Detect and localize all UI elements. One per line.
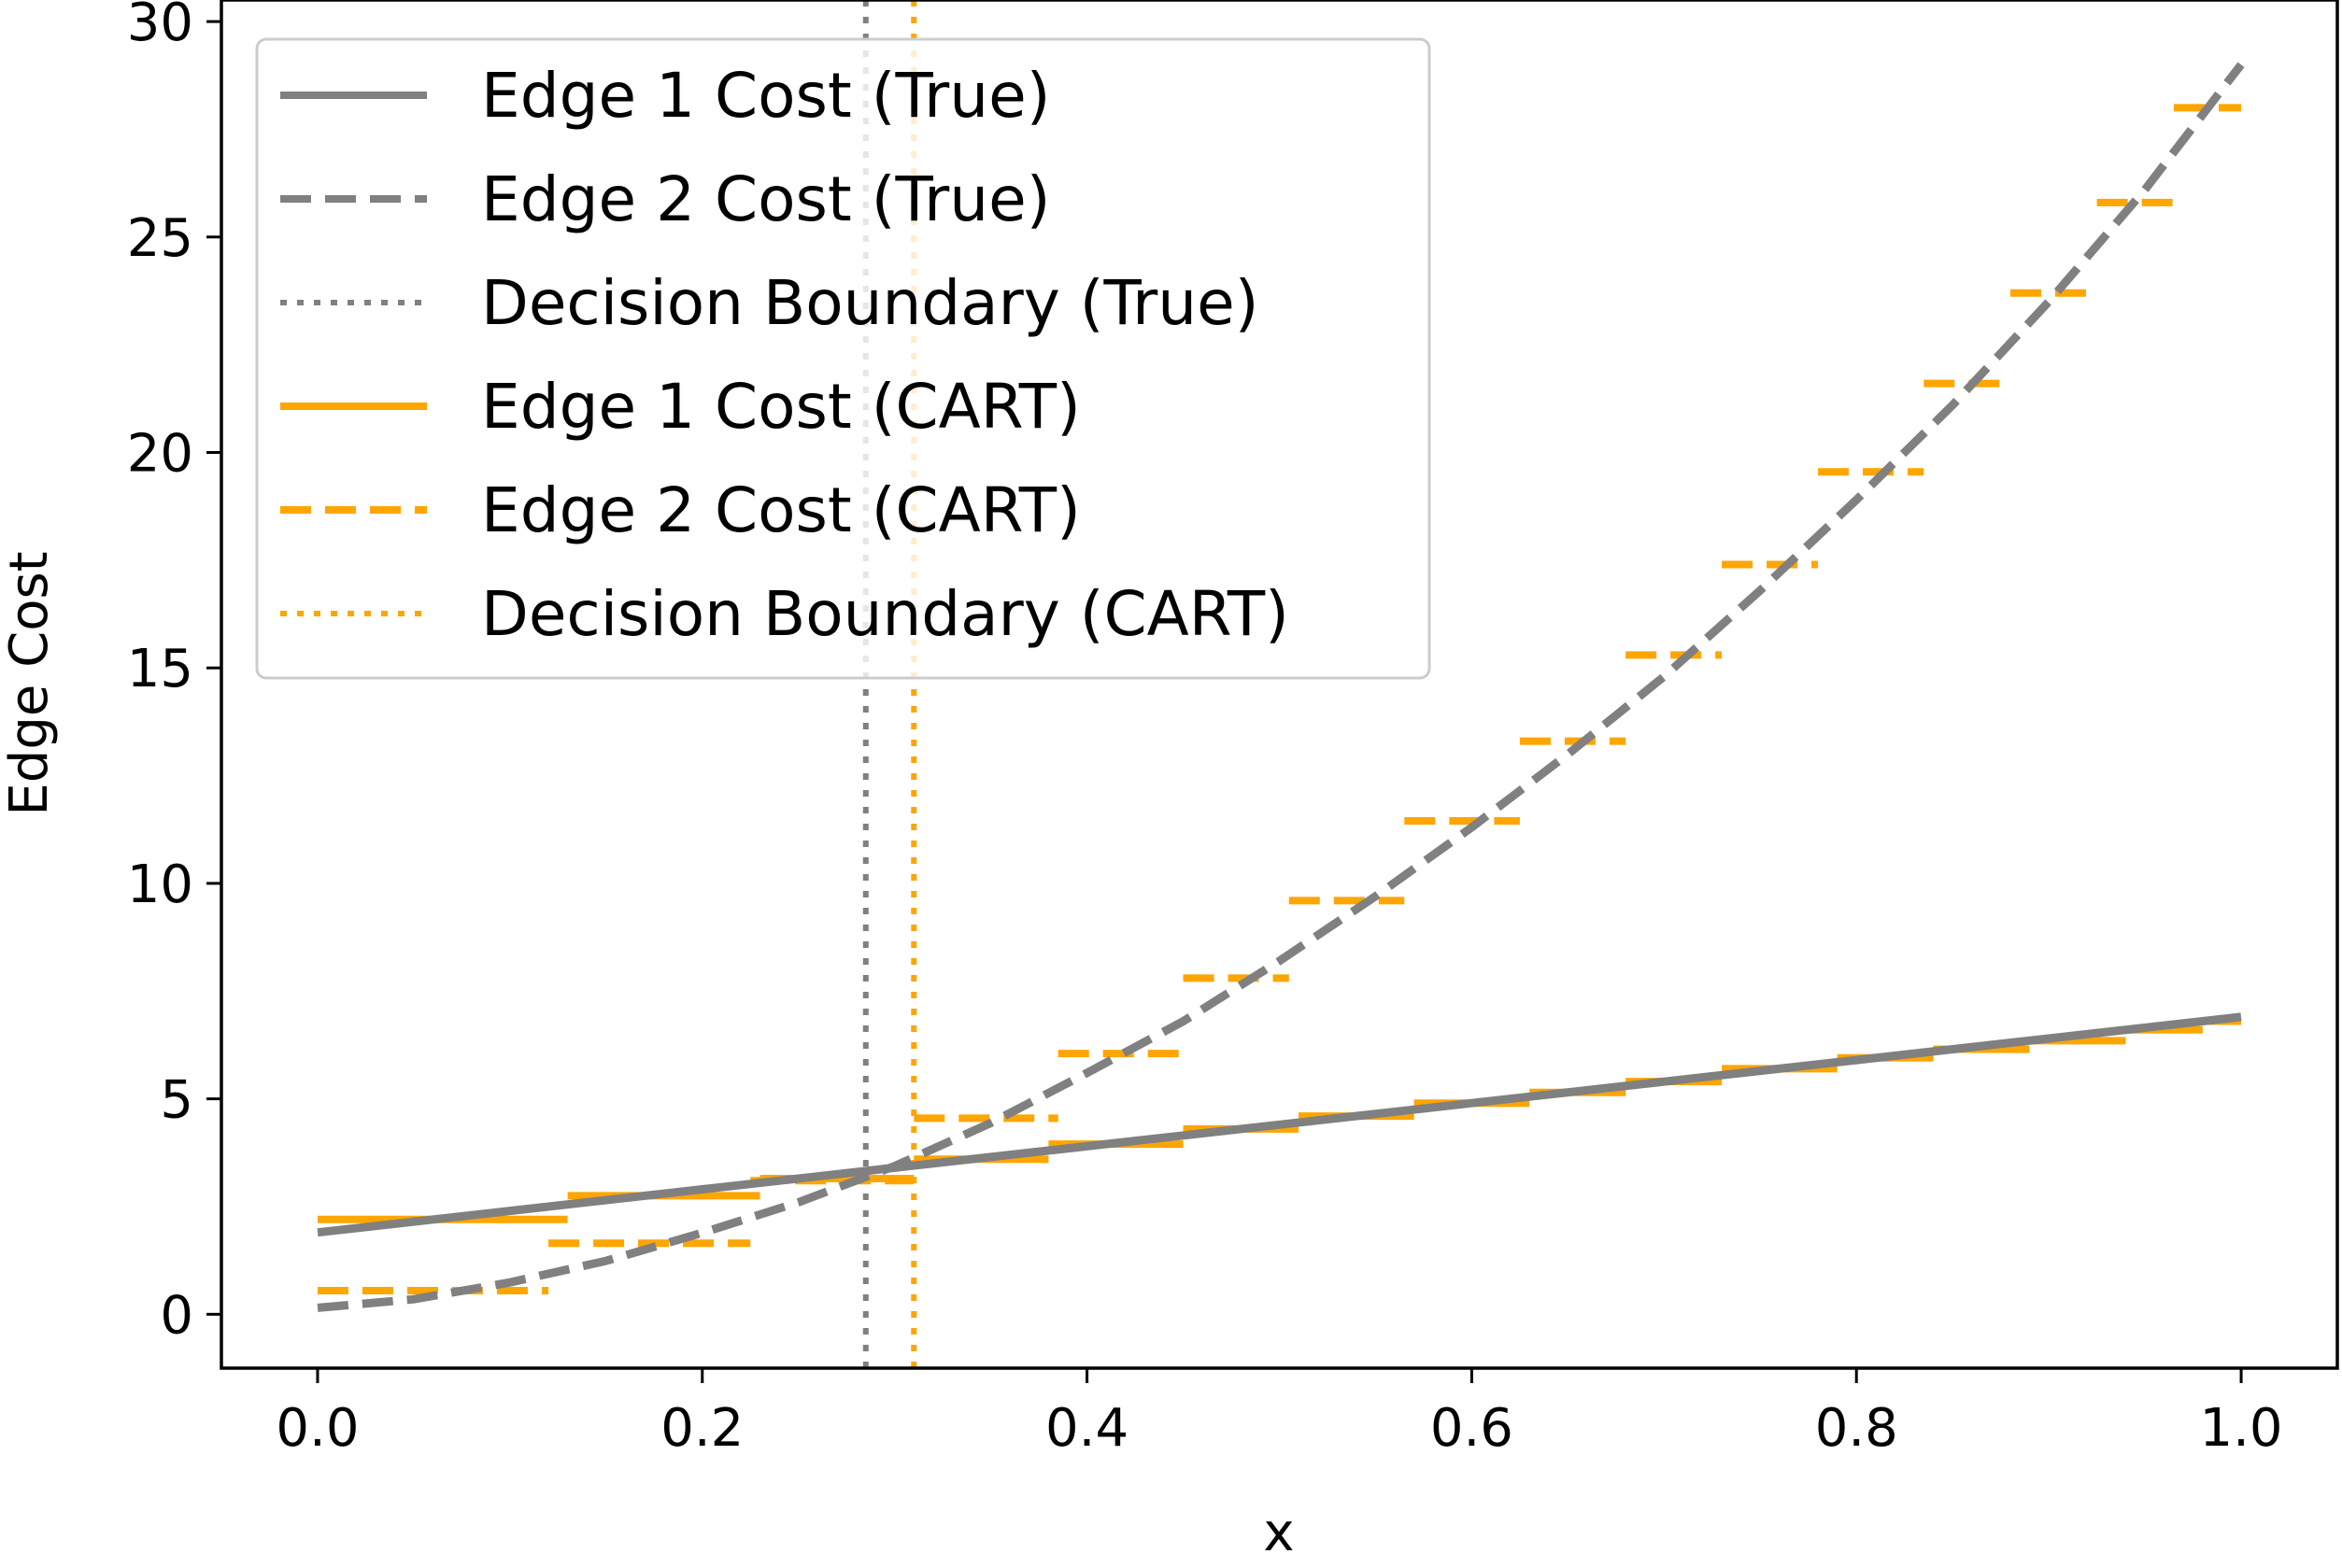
x-tick-label: 0.2 (660, 1398, 744, 1459)
legend-label: Edge 2 Cost (True) (481, 163, 1050, 235)
legend: Edge 1 Cost (True) Edge 2 Cost (True) Deci… (255, 37, 1431, 680)
series-layer (317, 0, 2245, 1368)
y-tick-label: 10 (127, 855, 193, 915)
y-tick-label: 25 (127, 208, 193, 269)
legend-box (255, 37, 1431, 680)
y-axis-label: Edge Cost (0, 551, 60, 815)
x-tick-label: 0.4 (1045, 1398, 1128, 1459)
x-tick-label: 0.8 (1815, 1398, 1898, 1459)
legend-label: Edge 1 Cost (CART) (481, 371, 1081, 443)
x-tick-label: 0.6 (1430, 1398, 1513, 1459)
x-tick-label: 0.0 (276, 1398, 359, 1459)
y-tick-label: 15 (127, 639, 193, 699)
x-axis: 0.0 0.2 0.4 0.6 0.8 1.0 (276, 1368, 2283, 1459)
edge-2-cost-true-line (317, 62, 2245, 1312)
edge-1-cost-true-line (317, 1012, 2242, 1237)
x-axis-label: x (1263, 1503, 1294, 1563)
y-tick-label: 0 (160, 1285, 193, 1346)
y-tick-label: 5 (160, 1070, 193, 1131)
y-tick-label: 20 (127, 423, 193, 484)
legend-label: Decision Boundary (True) (481, 267, 1258, 339)
x-tick-label: 1.0 (2200, 1398, 2283, 1459)
y-tick-label: 30 (127, 0, 193, 53)
y-axis: 0 5 10 15 20 25 30 (127, 0, 221, 1346)
legend-label: Edge 1 Cost (True) (481, 60, 1050, 132)
legend-label: Decision Boundary (CART) (481, 578, 1289, 650)
plot-frame (220, 0, 2339, 1370)
legend-label: Edge 2 Cost (CART) (481, 474, 1081, 546)
